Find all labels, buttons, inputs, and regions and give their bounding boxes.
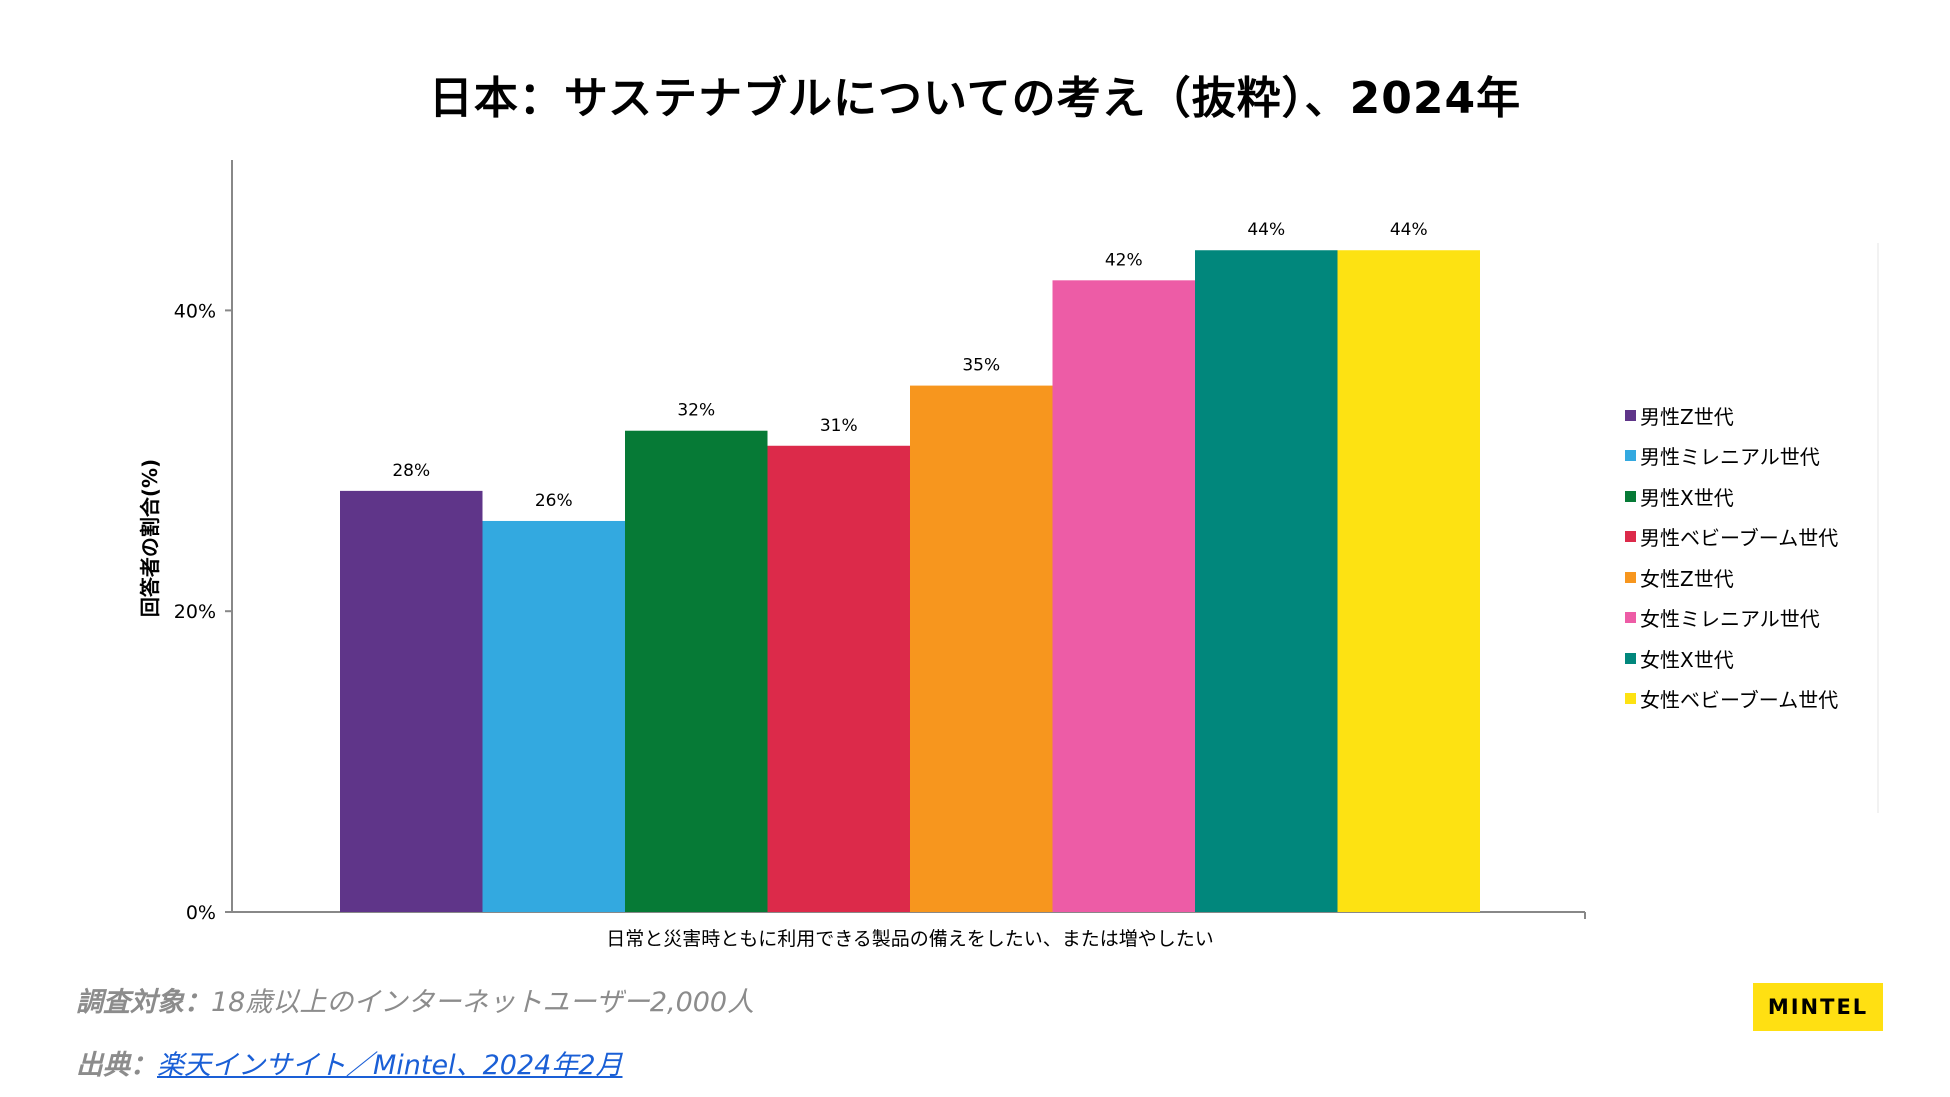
legend-label: 男性Z世代 [1640, 404, 1734, 429]
mintel-logo: MINTEL [1753, 983, 1883, 1031]
data-label: 28% [392, 461, 430, 481]
y-tick-label: 0% [186, 902, 216, 924]
legend-item: 女性Z世代 [1625, 557, 1865, 598]
data-label: 42% [1105, 250, 1143, 270]
legend-item: 女性ベビーブーム世代 [1625, 679, 1865, 720]
legend-swatch [1625, 450, 1636, 462]
legend-item: 男性ミレニアル世代 [1625, 436, 1865, 477]
legend-swatch [1625, 693, 1636, 705]
legend-swatch [1625, 612, 1636, 624]
bar-8 [1337, 250, 1480, 913]
legend-item: 男性X世代 [1625, 476, 1865, 517]
legend-item: 男性Z世代 [1625, 395, 1865, 436]
bar-7 [1195, 250, 1338, 913]
legend-swatch [1625, 531, 1636, 543]
legend-label: 女性ベビーブーム世代 [1640, 688, 1839, 713]
bar-4 [767, 445, 910, 912]
source-footnote: 出典：楽天インサイト／Mintel、2024年2月 [76, 1043, 623, 1082]
bar-2 [482, 520, 625, 912]
bar-chart: 0% 20% 40% 回答者の割合(%) 28% 26% 32% 31% 35% 42% 44% 44… [138, 160, 1586, 950]
source-link[interactable]: 楽天インサイト／Mintel、2024年2月 [157, 1050, 623, 1081]
legend-swatch [1625, 409, 1636, 421]
data-label: 44% [1247, 220, 1285, 240]
legend-item: 女性X世代 [1625, 638, 1865, 679]
data-label: 44% [1390, 220, 1428, 240]
legend-swatch [1625, 490, 1636, 502]
data-label: 35% [962, 356, 1000, 376]
bar-6 [1052, 280, 1195, 912]
legend-label: 女性ミレニアル世代 [1640, 607, 1820, 632]
bar-1 [340, 490, 483, 912]
legend-divider [1877, 243, 1879, 813]
x-category-label: 日常と災害時ともに利用できる製品の備えをしたい、または増やしたい [606, 928, 1214, 950]
survey-label: 調査対象： [76, 987, 211, 1018]
chart-legend: 男性Z世代男性ミレニアル世代 男性X世代男性ベビーブーム世代 女性Z世代女性ミレニア… [1625, 395, 1865, 719]
source-label: 出典： [76, 1050, 157, 1081]
legend-item: 男性ベビーブーム世代 [1625, 517, 1865, 558]
legend-label: 男性ベビーブーム世代 [1640, 526, 1839, 551]
survey-text: 18歳以上のインターネットユーザー2,000人 [211, 987, 755, 1018]
y-tick-label: 40% [174, 300, 216, 322]
legend-label: 男性ミレニアル世代 [1640, 445, 1820, 470]
y-tick-label: 20% [174, 601, 216, 623]
legend-label: 男性X世代 [1640, 485, 1734, 510]
chart-title: 日本：サステナブルについての考え（抜粋）、2024年 [428, 73, 1522, 124]
bar-5 [910, 385, 1053, 913]
survey-footnote: 調査対象：18歳以上のインターネットユーザー2,000人 [76, 980, 754, 1019]
legend-item: 女性ミレニアル世代 [1625, 598, 1865, 639]
y-axis-label: 回答者の割合(%) [138, 459, 162, 617]
legend-swatch [1625, 652, 1636, 664]
legend-swatch [1625, 571, 1636, 583]
bar-3 [625, 430, 768, 912]
legend-label: 女性Z世代 [1640, 566, 1734, 591]
data-label: 32% [677, 401, 715, 421]
data-label: 26% [535, 491, 573, 511]
legend-label: 女性X世代 [1640, 647, 1734, 672]
data-label: 31% [820, 416, 858, 436]
